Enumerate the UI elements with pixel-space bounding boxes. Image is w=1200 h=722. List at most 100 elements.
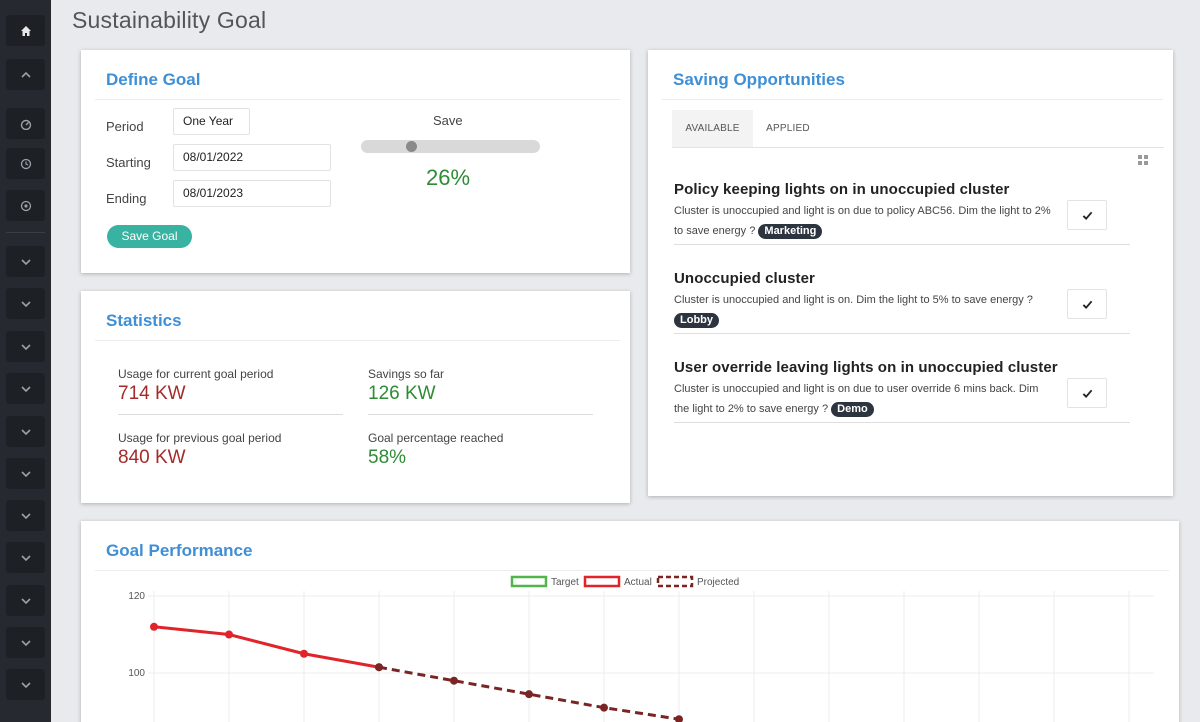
chevron-down-icon [20, 639, 31, 646]
opportunity-text: Cluster is unoccupied and light is on. D… [674, 294, 1033, 306]
sidebar-button[interactable] [6, 108, 45, 139]
opportunity-item: User override leaving lights on in unocc… [674, 359, 1130, 419]
save-label: Save [433, 113, 463, 128]
starting-date-input[interactable]: 08/01/2022 [173, 144, 331, 171]
sidebar-button[interactable] [6, 373, 45, 404]
goal-percentage-label: Goal percentage reached [368, 431, 504, 445]
chevron-down-icon [20, 470, 31, 477]
chevron-down-icon [20, 258, 31, 265]
check-icon [1082, 389, 1092, 398]
sidebar-button[interactable] [6, 458, 45, 489]
goal-percentage-value: 58% [368, 447, 407, 468]
data-point [525, 690, 533, 699]
define-goal-card: Define Goal Period One Year Starting 08/… [81, 50, 630, 273]
check-icon [1082, 300, 1092, 309]
statistics-title: Statistics [106, 311, 182, 330]
chevron-down-icon [20, 512, 31, 519]
data-point [150, 622, 158, 631]
sidebar-button[interactable] [6, 585, 45, 616]
saving-opportunities-card: Saving Opportunities AVAILABLE APPLIED P… [648, 50, 1173, 496]
opportunity-description: Cluster is unoccupied and light is on du… [674, 379, 1044, 419]
data-point [600, 703, 608, 712]
starting-label: Starting [106, 155, 151, 170]
sidebar-button[interactable] [6, 190, 45, 221]
data-point [375, 663, 383, 672]
data-point [450, 676, 458, 685]
opportunity-title: User override leaving lights on in unocc… [674, 359, 1058, 376]
location-badge: Lobby [674, 313, 719, 328]
dashboard-icon [20, 119, 31, 130]
usage-previous-label: Usage for previous goal period [118, 431, 282, 445]
page-title: Sustainability Goal [72, 7, 267, 33]
chevron-down-icon [20, 300, 31, 307]
home-icon [20, 25, 31, 36]
chevron-down-icon [20, 343, 31, 350]
opportunity-title: Unoccupied cluster [674, 270, 815, 287]
opportunity-title: Policy keeping lights on in unoccupied c… [674, 181, 1010, 198]
legend-swatch [656, 575, 694, 588]
chevron-down-icon [20, 554, 31, 561]
tabs-divider [672, 147, 1164, 148]
tab-available[interactable]: AVAILABLE [672, 110, 753, 147]
sidebar-button[interactable] [6, 500, 45, 531]
opportunity-divider [674, 422, 1130, 423]
divider [95, 570, 1169, 571]
sidebar-divider [6, 232, 45, 233]
sidebar-button[interactable] [6, 627, 45, 658]
ending-date-input[interactable]: 08/01/2023 [173, 180, 331, 207]
usage-current-label: Usage for current goal period [118, 367, 274, 381]
sidebar-button[interactable] [6, 288, 45, 319]
sidebar-button[interactable] [6, 148, 45, 179]
tab-applied[interactable]: APPLIED [766, 123, 810, 134]
slider-handle[interactable] [405, 141, 417, 152]
data-point [225, 630, 233, 639]
location-badge: Marketing [758, 224, 823, 239]
save-goal-button[interactable]: Save Goal [107, 225, 192, 248]
sidebar [0, 0, 51, 722]
sidebar-button[interactable] [6, 542, 45, 573]
sidebar-button[interactable] [6, 59, 45, 90]
legend-swatch [583, 575, 621, 588]
saving-opportunities-title: Saving Opportunities [673, 70, 845, 89]
usage-previous-value: 840 KW [118, 447, 186, 468]
opportunity-divider [674, 333, 1130, 334]
statistics-card: Statistics Usage for current goal period… [81, 291, 630, 503]
legend-label: Target [551, 577, 579, 588]
apply-check-button[interactable] [1067, 289, 1107, 319]
chevron-down-icon [20, 681, 31, 688]
legend-label: Actual [624, 577, 652, 588]
sidebar-button[interactable] [6, 246, 45, 277]
ending-label: Ending [106, 191, 147, 206]
sidebar-button[interactable] [6, 669, 45, 700]
check-icon [1082, 211, 1092, 220]
settings-icon [20, 200, 31, 211]
opportunity-item: Policy keeping lights on in unoccupied c… [674, 181, 1130, 241]
series-line-projected [378, 665, 680, 721]
apply-check-button[interactable] [1067, 200, 1107, 230]
clock-icon [20, 158, 31, 169]
series-line-actual [153, 625, 380, 669]
save-percent: 26% [426, 165, 471, 190]
data-point [675, 715, 683, 722]
sidebar-button[interactable] [6, 416, 45, 447]
save-slider[interactable] [361, 140, 540, 153]
grid-icon[interactable] [1138, 155, 1148, 165]
usage-current-value: 714 KW [118, 383, 186, 404]
chevron-down-icon [20, 597, 31, 604]
goal-performance-chart: 100 120 Target Actual Projected [128, 575, 1154, 722]
legend-swatch [510, 575, 548, 588]
opportunity-item: Unoccupied cluster Cluster is unoccupied… [674, 270, 1130, 330]
sidebar-button[interactable] [6, 331, 45, 362]
sidebar-button[interactable] [6, 15, 45, 46]
opportunity-text: Cluster is unoccupied and light is on du… [674, 383, 1039, 415]
chevron-up-icon [20, 71, 31, 78]
period-select[interactable]: One Year [173, 108, 250, 135]
define-goal-title: Define Goal [106, 70, 201, 89]
period-label: Period [106, 119, 144, 134]
divider [95, 340, 620, 341]
savings-value: 126 KW [368, 383, 436, 404]
divider [95, 99, 620, 100]
opportunity-text: Cluster is unoccupied and light is on du… [674, 205, 1051, 237]
apply-check-button[interactable] [1067, 378, 1107, 408]
opportunity-description: Cluster is unoccupied and light is on du… [674, 201, 1058, 241]
